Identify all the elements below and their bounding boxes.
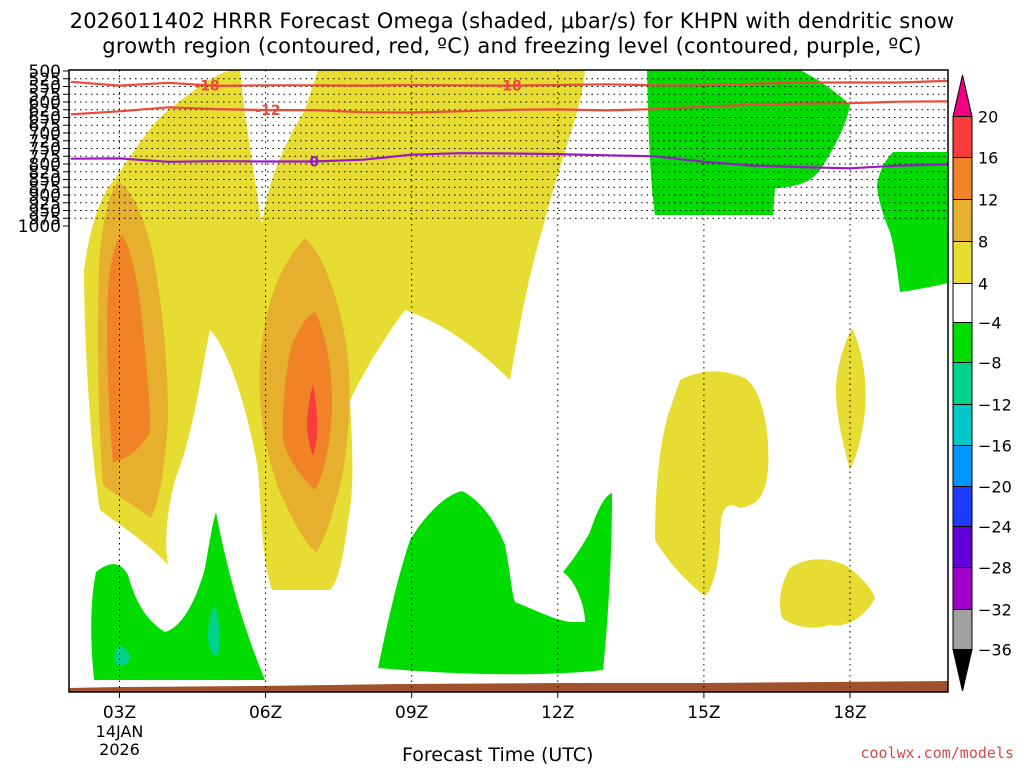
y-tick-label: 600 <box>29 93 61 113</box>
colorbar-label: 16 <box>978 149 998 168</box>
colorbar-over-triangle <box>952 74 973 117</box>
terrain-surface <box>69 681 948 692</box>
colorbar-label: −8 <box>978 354 1002 373</box>
isotherm-line <box>70 79 948 88</box>
colorbar-box <box>952 322 973 363</box>
y-tick-label: 525 <box>29 70 61 90</box>
x-axis-label: Forecast Time (UTC) <box>402 744 594 766</box>
omega-core-mid-12 <box>282 312 333 490</box>
y-tick-label: 725 <box>29 132 61 152</box>
x-tick-label: 18Z <box>833 703 866 723</box>
y-tick-label: 650 <box>29 109 61 129</box>
colorbar-box <box>952 526 973 568</box>
y-tick-label: 800 <box>29 155 61 175</box>
x-tick-label: 12Z <box>541 703 574 723</box>
colorbar-box <box>952 157 973 200</box>
isotherm-line <box>70 152 948 170</box>
colorbar-label: −20 <box>978 478 1012 497</box>
colorbar-label: −32 <box>978 601 1012 620</box>
isotherm-contours <box>70 79 948 170</box>
colorbar-label: 8 <box>978 233 988 252</box>
y-tick-label: 775 <box>29 147 61 167</box>
omega-green-aloft-1 <box>647 70 850 215</box>
y-tick-label: 875 <box>29 178 61 198</box>
colorbar-box <box>952 609 973 650</box>
colorbar-label: −24 <box>978 518 1012 537</box>
contour-label: -18 <box>195 78 220 94</box>
contour-label: -18 <box>496 79 521 95</box>
colorbar-box <box>952 404 973 446</box>
omega-core-max <box>307 384 318 456</box>
isotherm-contour-labels: -18 -18 -12 0 <box>195 78 522 171</box>
colorbar: 20 16 12 8 4 −4 −8 −12 −16 −20 −24 −28 −32 −36 <box>952 74 1012 692</box>
contour-label: -12 <box>255 103 280 119</box>
colorbar-box <box>952 445 973 487</box>
omega-green-aloft-2 <box>877 152 948 292</box>
omega-shading <box>69 70 948 692</box>
colorbar-label: −12 <box>978 396 1012 415</box>
omega-fill-minus-8-to-minus-12 <box>114 605 220 667</box>
credit-text: coolwx.com/models <box>860 744 1014 762</box>
y-tick-label: 825 <box>29 163 61 183</box>
omega-fill-minus-4-to-minus-8 <box>91 70 948 680</box>
y-tick-label: 575 <box>29 85 61 105</box>
y-axis: 5005255505756006256506757007257507758008… <box>18 62 69 237</box>
colorbar-label: −28 <box>978 559 1012 578</box>
omega-fill-12-to-16 <box>107 235 333 490</box>
y-tick-label: 625 <box>29 101 61 121</box>
plot-frame <box>68 69 949 693</box>
isotherm-line <box>70 100 948 116</box>
y-tick-label: 900 <box>29 186 61 206</box>
chart-title-line-2: growth region (contoured, red, ºC) and f… <box>102 34 922 58</box>
y-tick-label: 950 <box>29 202 61 222</box>
omega-fill-16-to-20 <box>307 384 318 456</box>
omega-teal-pocket-2 <box>208 605 220 656</box>
grid-lines <box>69 70 948 692</box>
y-tick-label: 700 <box>29 124 61 144</box>
y-tick-label: 675 <box>29 116 61 136</box>
colorbar-box <box>952 283 973 323</box>
omega-green-sfc-mid <box>378 491 612 675</box>
colorbar-label: −4 <box>978 314 1002 333</box>
omega-yellow-east-lobe-1 <box>655 371 769 596</box>
colorbar-label: 20 <box>978 108 998 127</box>
y-tick-label: 1000 <box>18 217 61 237</box>
x-tick-label: 06Z <box>249 703 282 723</box>
x-tick-date: 14JAN <box>96 722 144 741</box>
colorbar-under-triangle <box>952 649 973 692</box>
colorbar-box <box>952 362 973 405</box>
y-tick-label: 850 <box>29 171 61 191</box>
x-tick-year: 2026 <box>99 740 140 759</box>
colorbar-label: 4 <box>978 275 988 294</box>
x-tick-label: 09Z <box>395 703 428 723</box>
y-tick-label: 925 <box>29 194 61 214</box>
y-tick-label: 550 <box>29 78 61 98</box>
x-tick-label: 15Z <box>687 703 720 723</box>
omega-green-sfc-west <box>91 512 265 680</box>
chart-title-line-1: 2026011402 HRRR Forecast Omega (shaded, … <box>69 9 955 33</box>
y-tick-label: 750 <box>29 140 61 160</box>
omega-core-west-12 <box>107 235 151 462</box>
omega-teal-pocket-1 <box>114 645 131 667</box>
colorbar-box <box>952 116 973 158</box>
colorbar-box <box>952 486 973 527</box>
y-tick-label: 975 <box>29 209 61 229</box>
colorbar-label: −36 <box>978 641 1012 660</box>
x-tick-label: 03Z <box>103 703 136 723</box>
omega-yellow-east-lobe-2 <box>780 559 875 628</box>
y-tick-label: 500 <box>29 62 61 82</box>
colorbar-label: −16 <box>978 437 1012 456</box>
colorbar-box <box>952 241 973 284</box>
omega-yellow-east-lobe-3 <box>835 328 866 470</box>
colorbar-box <box>952 199 973 242</box>
contour-label: 0 <box>309 155 319 171</box>
colorbar-label: 12 <box>978 191 998 210</box>
colorbar-box <box>952 567 973 610</box>
